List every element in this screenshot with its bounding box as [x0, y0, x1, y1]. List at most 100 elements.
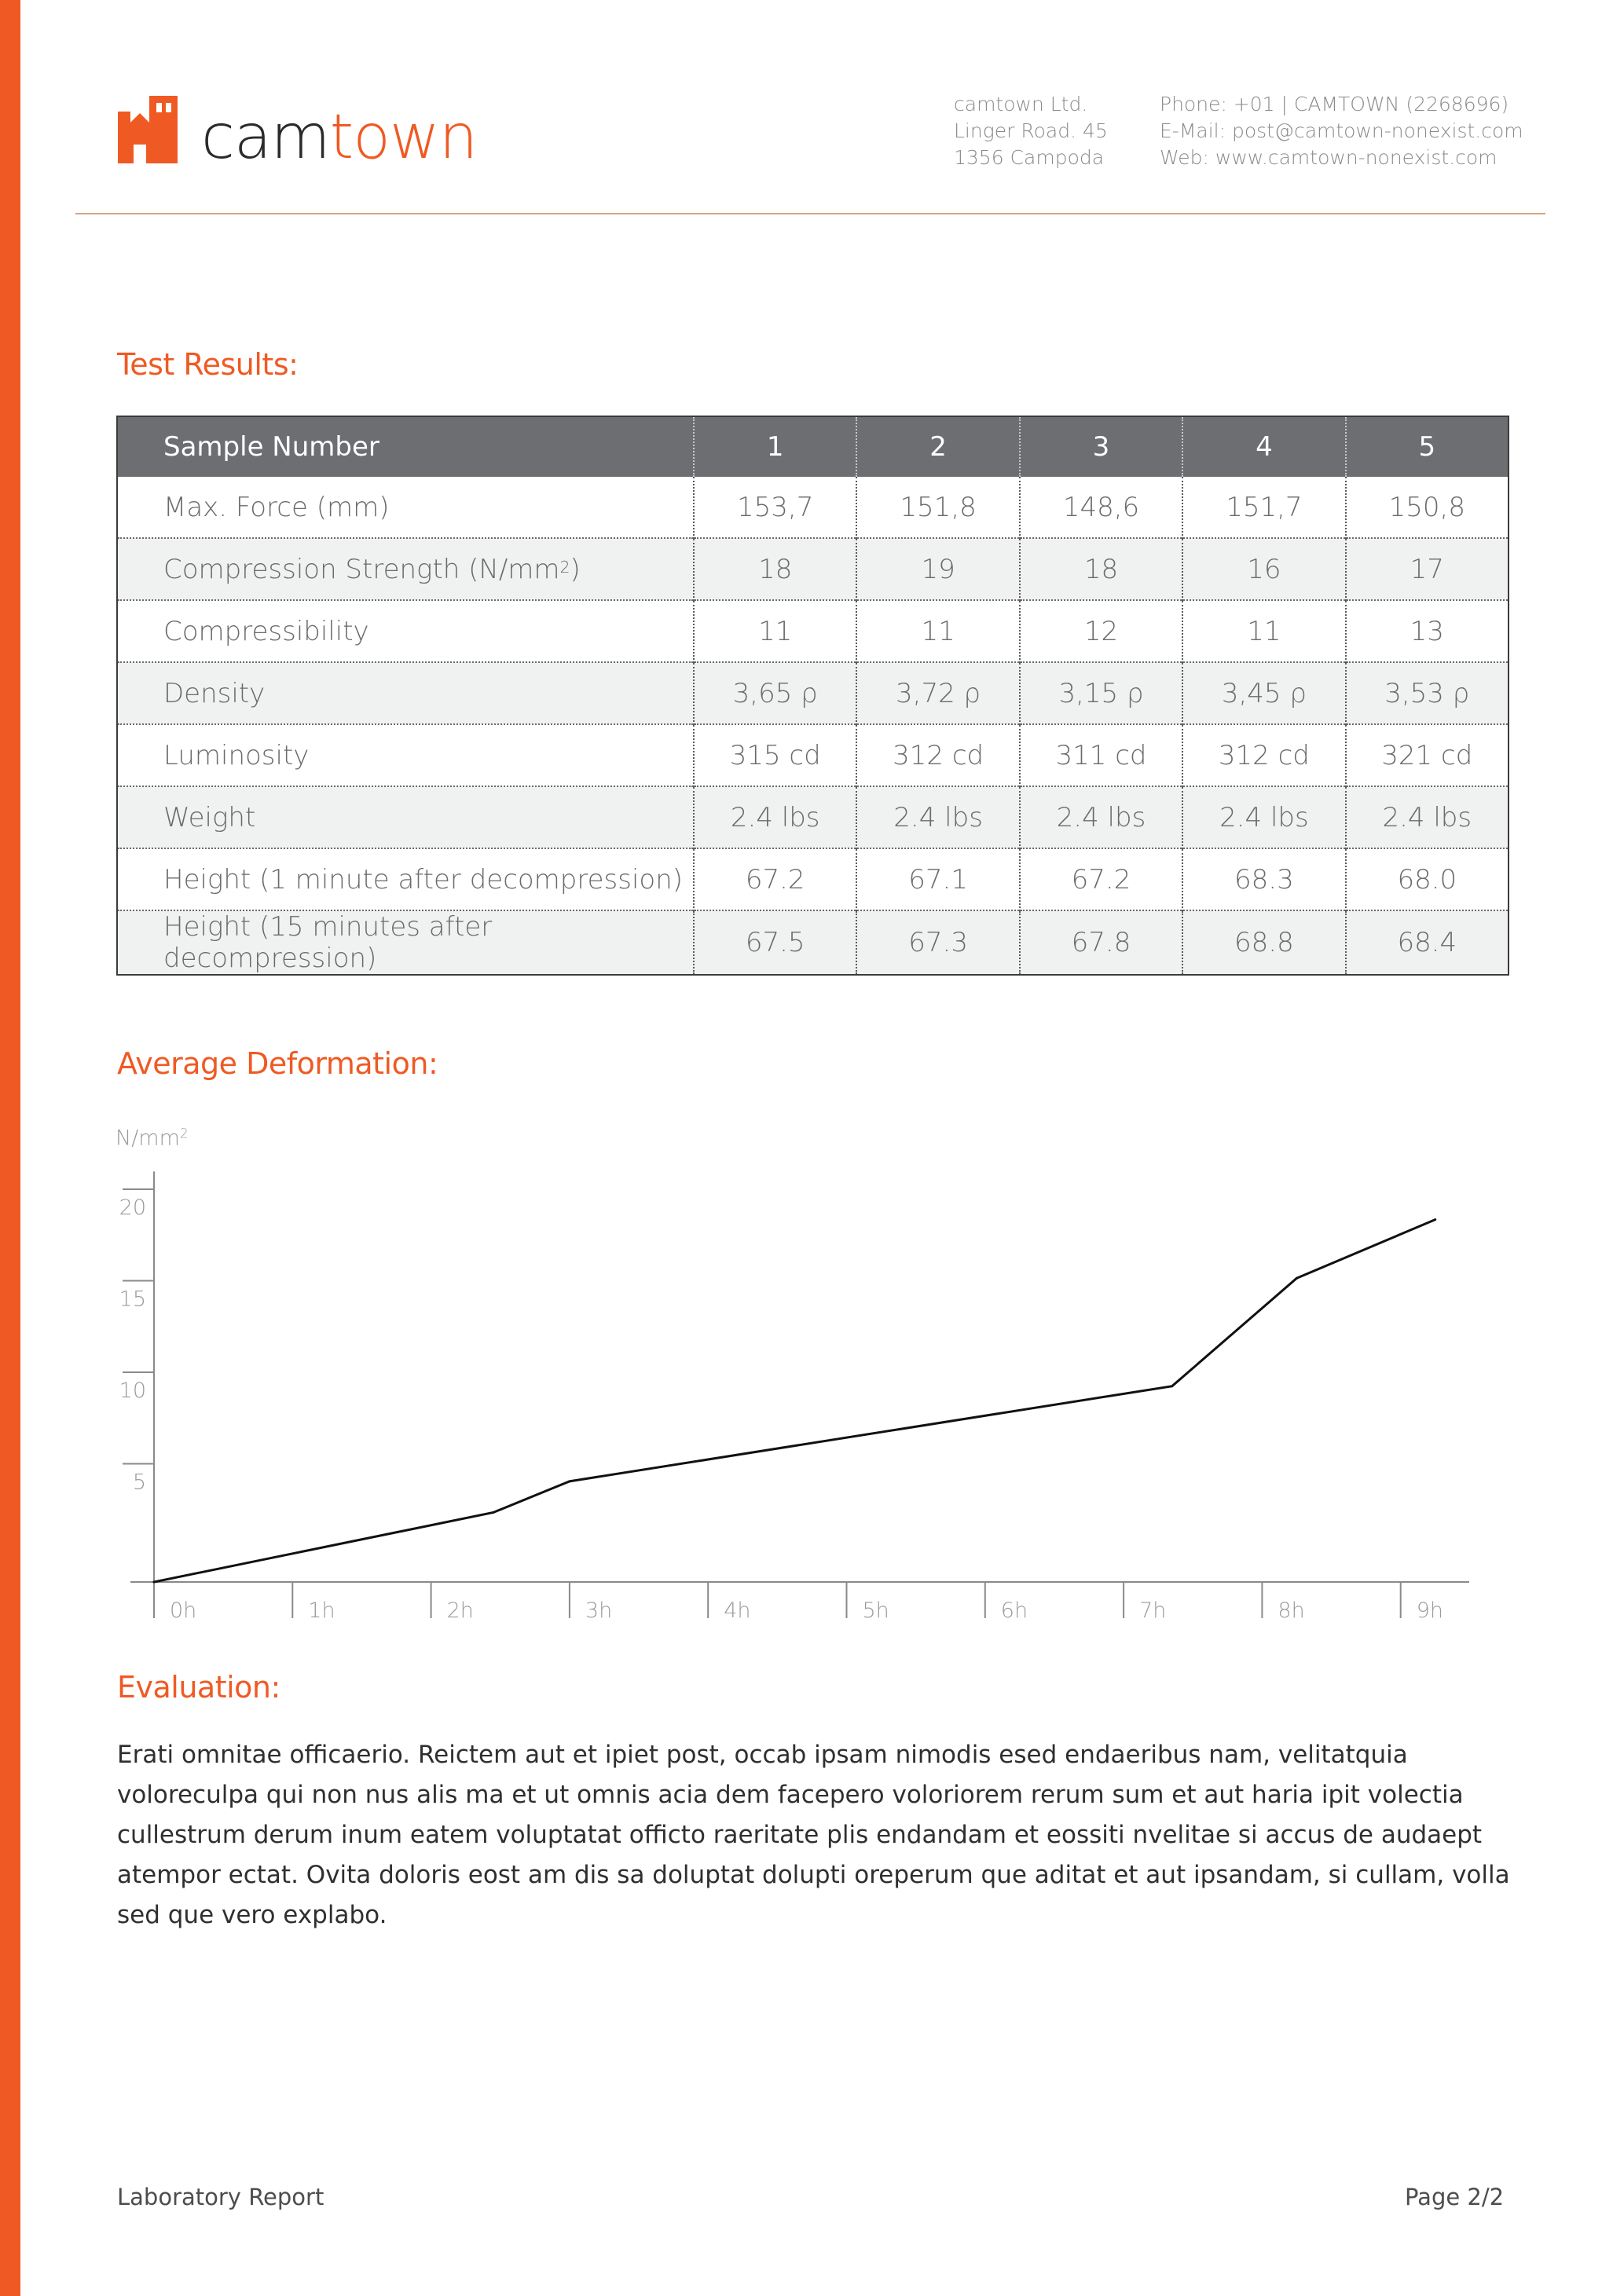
header-sample: 3 [1018, 416, 1183, 477]
table-cell: 3,45 ρ [1182, 662, 1346, 724]
table-cell: 2.4 lbs [1018, 786, 1183, 848]
table-cell: 2.4 lbs [1344, 786, 1509, 848]
x-tick-label: 7h [1139, 1598, 1166, 1623]
x-tick-label: 2h [447, 1598, 474, 1623]
web-line[interactable]: Web: www.camtown-nonexist.com [1160, 146, 1498, 169]
table-cell: 67.2 [1018, 848, 1183, 910]
table-row: Height (15 minutes after decompression) … [117, 910, 1509, 975]
logo-wordmark: camtown [201, 107, 478, 168]
table-cell: 11 [1182, 600, 1346, 662]
x-tick-label: 1h [308, 1598, 335, 1623]
table-row: Height (1 minute after decompression) 67… [117, 848, 1509, 910]
table-cell: 321 cd [1344, 724, 1509, 786]
header-sample-number: Sample Number [117, 416, 695, 477]
table-cell: 2.4 lbs [693, 786, 857, 848]
table-row: Weight 2.4 lbs 2.4 lbs 2.4 lbs 2.4 lbs 2… [117, 786, 1509, 848]
table-cell: 148,6 [1018, 477, 1183, 538]
logo-text-part2: town [329, 102, 478, 173]
row-label: Density [117, 662, 695, 724]
table-cell: 67.1 [856, 848, 1020, 910]
y-tick-label: 10 [119, 1379, 146, 1403]
table-cell: 67.2 [693, 848, 857, 910]
table-cell: 312 cd [856, 724, 1020, 786]
y-tick-label: 5 [133, 1470, 146, 1495]
table-row: Max. Force (mm) 153,7 151,8 148,6 151,7 … [117, 477, 1509, 538]
table-cell: 153,7 [693, 477, 857, 538]
row-label-end: ) [570, 553, 581, 585]
table-row: Density 3,65 ρ 3,72 ρ 3,15 ρ 3,45 ρ 3,53… [117, 662, 1509, 724]
email-line[interactable]: E-Mail: post@camtown-nonexist.com [1160, 119, 1523, 142]
data-point [568, 1480, 571, 1483]
row-label: Compression Strength (N/mm2) [117, 538, 695, 600]
logo: camtown [118, 93, 478, 168]
address-line: camtown Ltd. [954, 93, 1088, 115]
table-row: Compressibility 11 11 12 11 13 [117, 600, 1509, 662]
table-cell: 19 [856, 538, 1020, 600]
table-cell: 150,8 [1344, 477, 1509, 538]
row-label: Luminosity [163, 739, 310, 771]
table-cell: 151,8 [856, 477, 1020, 538]
table-cell: 315 cd [693, 724, 857, 786]
section-title-test-results: Test Results: [117, 347, 299, 382]
y-axis-label: N/mm2 [115, 1126, 189, 1150]
table-cell: 17 [1344, 538, 1509, 600]
header-sample: 1 [693, 416, 857, 477]
company-address: camtown Ltd. Linger Road. 45 1356 Campod… [954, 91, 1108, 171]
table-cell: 18 [1018, 538, 1183, 600]
y-tick-label: 20 [119, 1196, 146, 1220]
header-divider [75, 213, 1545, 214]
x-tick-label: 4h [724, 1598, 750, 1623]
data-point [1171, 1385, 1174, 1388]
data-point [1295, 1276, 1298, 1280]
table-cell: 11 [856, 600, 1020, 662]
header-sample: 2 [856, 416, 1020, 477]
evaluation-paragraph: Erati omnitae officaerio. Reictem aut et… [117, 1741, 1510, 1929]
company-contact: Phone: +01 | CAMTOWN (2268696) E-Mail: p… [1160, 91, 1523, 171]
table-cell: 68.8 [1182, 910, 1346, 975]
section-title-average-deformation: Average Deformation: [117, 1046, 438, 1081]
table-cell: 13 [1344, 600, 1509, 662]
table-cell: 2.4 lbs [856, 786, 1020, 848]
table-cell: 312 cd [1182, 724, 1346, 786]
header-sample: 4 [1182, 416, 1346, 477]
x-tick-label: 5h [863, 1598, 889, 1623]
table-cell: 311 cd [1018, 724, 1183, 786]
table-cell: 151,7 [1182, 477, 1346, 538]
x-tick-label: 6h [1001, 1598, 1028, 1623]
row-label-main: Compression Strength (N/mm [163, 553, 560, 585]
footer-report-title: Laboratory Report [117, 2184, 324, 2210]
test-results-table: Sample Number 1 2 3 4 5 Max. Force (mm) … [116, 416, 1509, 976]
x-tick-label: 8h [1278, 1598, 1304, 1623]
table-cell: 18 [693, 538, 857, 600]
data-point [1434, 1218, 1437, 1221]
table-cell: 68.0 [1344, 848, 1509, 910]
table-cell: 2.4 lbs [1182, 786, 1346, 848]
header-sample: 5 [1344, 416, 1509, 477]
row-label: Compressibility [163, 615, 369, 647]
y-tick-label: 15 [119, 1287, 146, 1312]
table-cell: 11 [693, 600, 857, 662]
data-point [492, 1511, 495, 1514]
table-cell: 68.3 [1182, 848, 1346, 910]
deformation-series-line [153, 1218, 1436, 1584]
x-tick-label: 9h [1417, 1598, 1443, 1623]
x-tick-label: 0h [170, 1598, 196, 1623]
table-cell: 16 [1182, 538, 1346, 600]
accent-bar [0, 0, 20, 2296]
row-label: Weight [117, 786, 695, 848]
table-row: Luminosity 315 cd 312 cd 311 cd 312 cd 3… [117, 724, 1509, 786]
table-cell: 67.8 [1018, 910, 1183, 975]
building-logo-icon [118, 96, 178, 163]
footer-page-number: Page 2/2 [1405, 2184, 1505, 2210]
logo-text-part1: cam [201, 102, 331, 173]
table-cell: 3,15 ρ [1018, 662, 1183, 724]
table-cell: 3,53 ρ [1344, 662, 1509, 724]
row-label: Height (15 minutes after decompression) [117, 910, 695, 975]
table-cell: 67.3 [856, 910, 1020, 975]
table-cell: 12 [1018, 600, 1183, 662]
table-cell: 3,72 ρ [856, 662, 1020, 724]
x-tick-label: 3h [585, 1598, 612, 1623]
row-label-superscript: 2 [559, 557, 570, 577]
phone-line: Phone: +01 | CAMTOWN (2268696) [1160, 93, 1509, 115]
